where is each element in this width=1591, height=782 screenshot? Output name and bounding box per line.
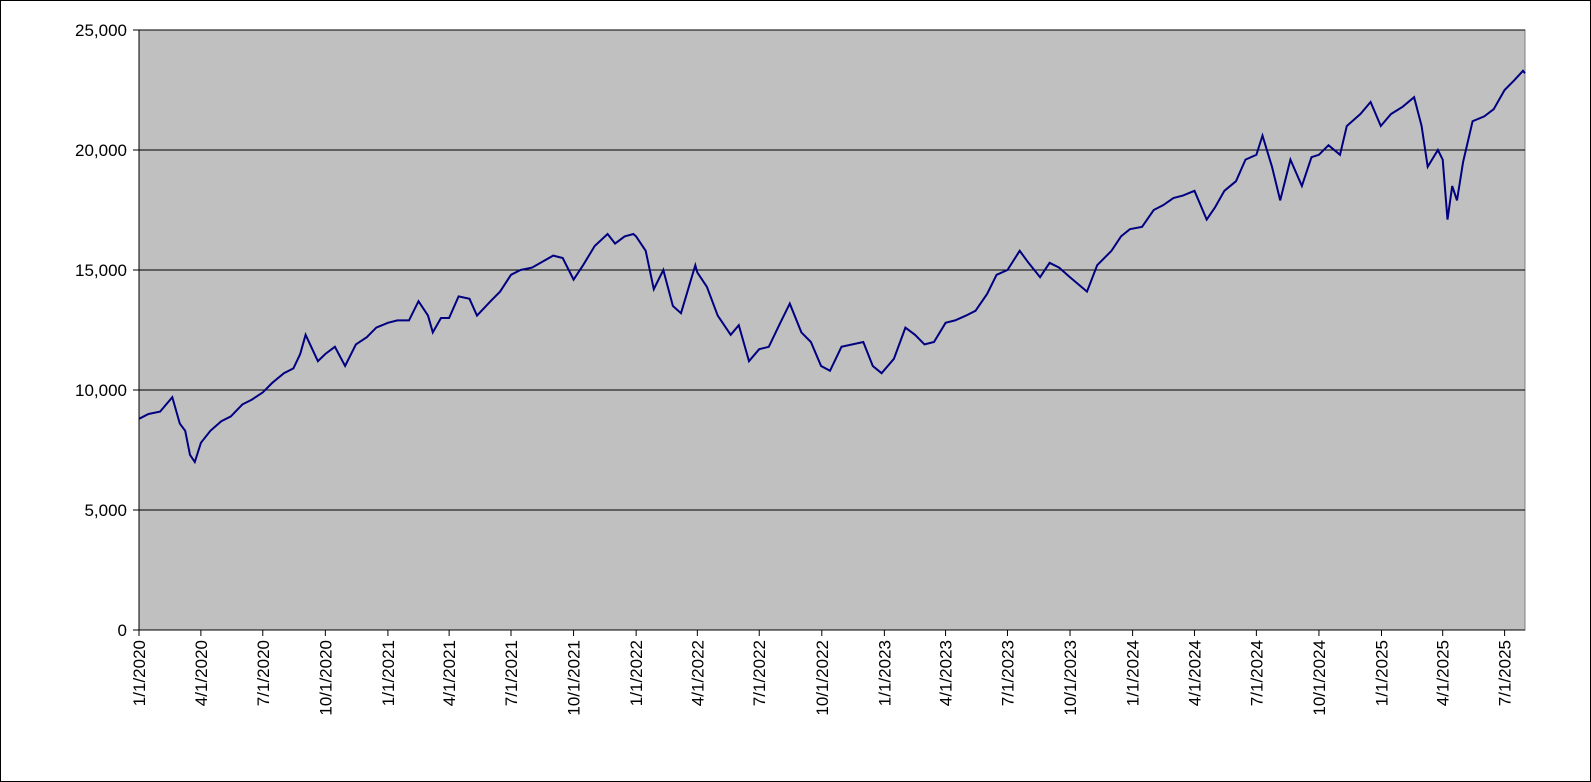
y-tick-label: 10,000 xyxy=(75,381,127,400)
line-series xyxy=(138,69,1526,465)
x-tick-label: 4/1/2021 xyxy=(440,640,459,706)
x-tick-label: 7/1/2022 xyxy=(750,640,769,706)
x-tick-label: 10/1/2024 xyxy=(1310,640,1329,716)
x-tick-label: 1/1/2022 xyxy=(627,640,646,706)
x-tick-label: 1/1/2024 xyxy=(1124,640,1143,706)
y-tick-label: 5,000 xyxy=(84,501,127,520)
plot-area xyxy=(138,29,1526,631)
y-tick-label: 20,000 xyxy=(75,141,127,160)
x-tick-label: 7/1/2023 xyxy=(998,640,1017,706)
x-tick-label: 1/1/2025 xyxy=(1373,640,1392,706)
x-tick-label: 10/1/2020 xyxy=(316,640,335,716)
x-tick-label: 1/1/2021 xyxy=(379,640,398,706)
x-tick-label: 4/1/2023 xyxy=(937,640,956,706)
x-tick-label: 7/1/2025 xyxy=(1496,640,1515,706)
x-tick-label: 4/1/2020 xyxy=(192,640,211,706)
y-tick-label: 15,000 xyxy=(75,261,127,280)
x-tick-label: 10/1/2022 xyxy=(813,640,832,716)
x-tick-label: 10/1/2023 xyxy=(1061,640,1080,716)
x-tick-label: 4/1/2022 xyxy=(688,640,707,706)
x-tick-label: 7/1/2021 xyxy=(502,640,521,706)
x-tick-label: 10/1/2021 xyxy=(565,640,584,716)
y-tick-label: 0 xyxy=(118,621,127,640)
x-tick-label: 7/1/2024 xyxy=(1247,640,1266,706)
x-tick-label: 4/1/2025 xyxy=(1434,640,1453,706)
x-tick-label: 7/1/2020 xyxy=(254,640,273,706)
y-tick-label: 25,000 xyxy=(75,21,127,40)
x-tick-label: 1/1/2023 xyxy=(875,640,894,706)
x-tick-label: 4/1/2024 xyxy=(1185,640,1204,706)
x-tick-label: 1/1/2020 xyxy=(130,640,149,706)
